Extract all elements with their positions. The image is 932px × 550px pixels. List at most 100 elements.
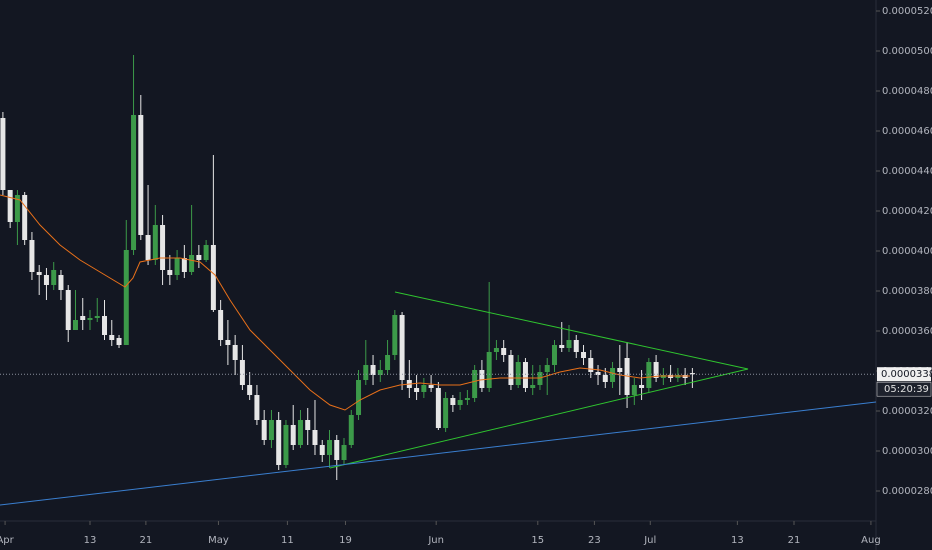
candle-body (348, 415, 354, 445)
candle-body (80, 316, 86, 320)
candle-body (566, 340, 572, 348)
candle-body (131, 115, 137, 250)
y-tick-label: 0.00003600 (882, 326, 932, 337)
candle-body (72, 320, 78, 330)
candle-body (239, 360, 245, 385)
candle-body (414, 388, 420, 392)
candle-body (392, 315, 398, 355)
candle-body (276, 420, 282, 465)
candle-body (653, 362, 659, 378)
x-tick-label: Aug (861, 535, 881, 546)
candle-body (14, 195, 20, 222)
candle-body (479, 370, 485, 388)
candle-body (174, 258, 180, 275)
candle-body (602, 375, 608, 382)
y-tick-label: 0.00004800 (882, 86, 932, 97)
x-tick-label: May (208, 535, 229, 546)
candle-body (421, 385, 427, 392)
x-tick-label: 21 (140, 535, 153, 546)
x-tick-label: Jul (643, 535, 656, 546)
candle-body (631, 385, 637, 395)
plot (0, 55, 695, 480)
candle-body (123, 250, 129, 345)
y-tick-label: 0.00004400 (882, 166, 932, 177)
candle-body (283, 425, 289, 465)
candle-body (464, 398, 470, 400)
candle-body (87, 318, 93, 320)
candle-body (530, 385, 536, 388)
candle-body (65, 290, 71, 330)
candle-body (501, 348, 507, 355)
x-tick-label: Jun (427, 535, 444, 546)
candle-body (152, 225, 158, 260)
candle-body (450, 398, 456, 405)
y-tick-label: 0.00002800 (882, 486, 932, 497)
x-tick-label: 13 (84, 535, 97, 546)
candle-body (515, 362, 521, 385)
candle-body (232, 345, 238, 360)
candle-body (385, 355, 391, 370)
candle-body (43, 275, 49, 285)
candle-body (551, 345, 557, 365)
candle-body (689, 373, 695, 375)
x-tick-label: 15 (531, 535, 544, 546)
candle-body (0, 118, 6, 190)
candle-body (160, 225, 166, 270)
x-tick-label: 11 (281, 535, 294, 546)
candle-body (290, 425, 296, 445)
candle-body (639, 385, 645, 388)
triangle-pattern (329, 291, 749, 469)
candle-body (102, 316, 108, 335)
candle-body (51, 270, 57, 285)
candle-body (493, 348, 499, 352)
candle-body (363, 365, 369, 380)
x-tick-label: 21 (788, 535, 801, 546)
candle-body (116, 338, 122, 345)
candle-body (334, 440, 340, 460)
candle-body (559, 345, 565, 348)
candle-body (138, 115, 144, 235)
candle-body (247, 385, 253, 395)
candle-body (305, 420, 311, 430)
countdown-label: 05:20:39 (884, 384, 929, 395)
y-tick-label: 0.00004600 (882, 126, 932, 137)
candle-body (58, 275, 64, 290)
candle-body (399, 315, 405, 380)
y-tick-label: 0.00005200 (882, 6, 932, 17)
candle-body (341, 445, 347, 460)
candle-body (36, 272, 42, 275)
candle-body (544, 365, 550, 372)
candle-body (268, 420, 274, 440)
candle-body (486, 352, 492, 388)
y-tick-label: 0.00003800 (882, 286, 932, 297)
candle-body (326, 440, 332, 455)
candle-body (7, 190, 13, 222)
candle-body (588, 358, 594, 372)
y-tick-label: 0.00003200 (882, 406, 932, 417)
moving-average (0, 194, 690, 411)
candle-body (377, 370, 383, 375)
candle-body (181, 258, 187, 272)
candle-body (319, 445, 325, 455)
x-tick-label: 23 (588, 535, 601, 546)
y-tick-label: 0.00003000 (882, 446, 932, 457)
candle-body (595, 372, 601, 375)
candle-body (109, 335, 115, 340)
candle-body (254, 395, 260, 420)
countdown-box (876, 381, 932, 397)
candle-body (457, 400, 463, 405)
x-tick-label: Apr (0, 535, 15, 546)
candle-body (218, 310, 224, 340)
candle-body (94, 316, 100, 318)
candle-body (189, 255, 195, 272)
candle-body (22, 195, 28, 240)
y-tick-label: 0.00004000 (882, 246, 932, 257)
candle-body (225, 340, 231, 345)
candle-body (646, 362, 652, 388)
candle-body (196, 255, 202, 260)
candle-body (508, 355, 514, 385)
candle-body (435, 388, 441, 428)
